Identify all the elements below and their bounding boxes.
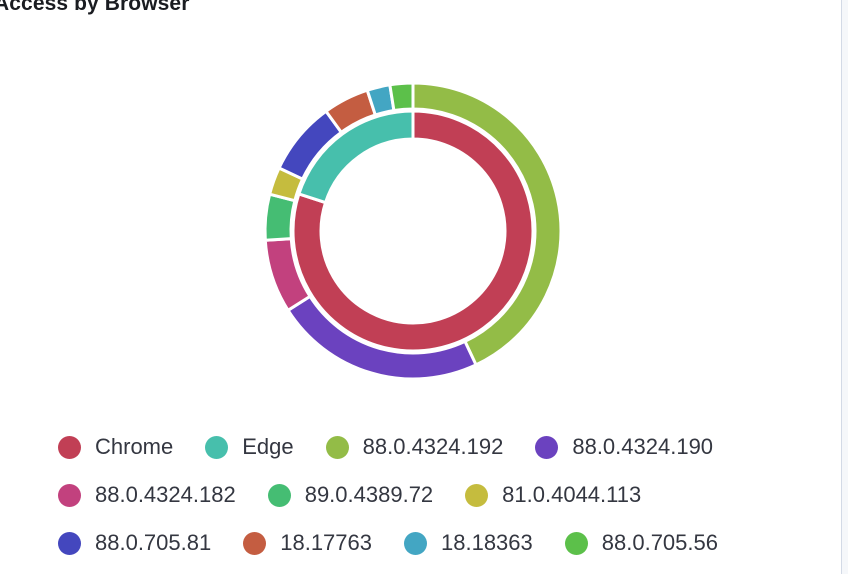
donut-slice-edge[interactable] — [296, 109, 415, 205]
legend-swatch-icon — [58, 483, 81, 507]
legend-row: Chrome Edge 88.0.4324.192 88.0.4324.190 — [58, 423, 818, 471]
legend-label: Edge — [242, 434, 294, 459]
legend-swatch-icon — [564, 531, 588, 555]
donut-slice-chrome[interactable] — [291, 109, 535, 353]
legend-item[interactable]: 88.0.4324.182 — [58, 482, 236, 508]
legend-label: 88.0.4324.192 — [362, 434, 504, 459]
donut-slice-89-0-4389-72[interactable] — [263, 192, 297, 242]
legend-item[interactable]: 88.0.705.81 — [58, 530, 211, 556]
panel-edge — [841, 0, 848, 574]
legend-label: 18.17763 — [280, 530, 372, 555]
legend-label: 89.0.4389.72 — [304, 482, 434, 507]
legend-label: Chrome — [95, 434, 174, 459]
legend-label: 18.18363 — [441, 530, 533, 555]
legend-row: 88.0.4324.182 89.0.4389.72 81.0.4044.113 — [58, 471, 818, 519]
legend-item[interactable]: Edge — [205, 434, 294, 460]
legend-swatch-icon — [58, 435, 81, 459]
legend-label: 81.0.4044.113 — [502, 482, 642, 507]
legend-swatch-icon — [205, 435, 229, 459]
chart-legend: Chrome Edge 88.0.4324.192 88.0.4324.190 88.0… — [58, 423, 818, 567]
legend-item[interactable]: 89.0.4389.72 — [267, 482, 434, 508]
legend-item[interactable]: 81.0.4044.113 — [465, 482, 641, 508]
legend-swatch-icon — [243, 531, 267, 555]
legend-swatch-icon — [58, 531, 81, 555]
legend-swatch-icon — [465, 483, 489, 507]
legend-item[interactable]: 88.0.705.56 — [564, 530, 718, 556]
legend-item[interactable]: 88.0.4324.190 — [535, 434, 713, 460]
legend-swatch-icon — [325, 435, 349, 459]
legend-swatch-icon — [267, 483, 291, 507]
panel-title: Access by Browser — [0, 0, 190, 15]
legend-item[interactable]: 18.18363 — [404, 530, 533, 556]
legend-row: 88.0.705.81 18.17763 18.18363 88.0.705.56 — [58, 519, 818, 567]
legend-label: 88.0.705.81 — [95, 530, 212, 555]
legend-label: 88.0.705.56 — [601, 530, 718, 555]
legend-label: 88.0.4324.182 — [95, 482, 236, 507]
legend-label: 88.0.4324.190 — [572, 434, 714, 459]
legend-item[interactable]: 18.17763 — [243, 530, 372, 556]
donut-slice-88-0-705-56[interactable] — [388, 81, 415, 113]
legend-item[interactable]: 88.0.4324.192 — [325, 434, 504, 460]
legend-item[interactable]: Chrome — [58, 434, 173, 460]
legend-swatch-icon — [535, 435, 559, 459]
legend-swatch-icon — [404, 531, 427, 555]
